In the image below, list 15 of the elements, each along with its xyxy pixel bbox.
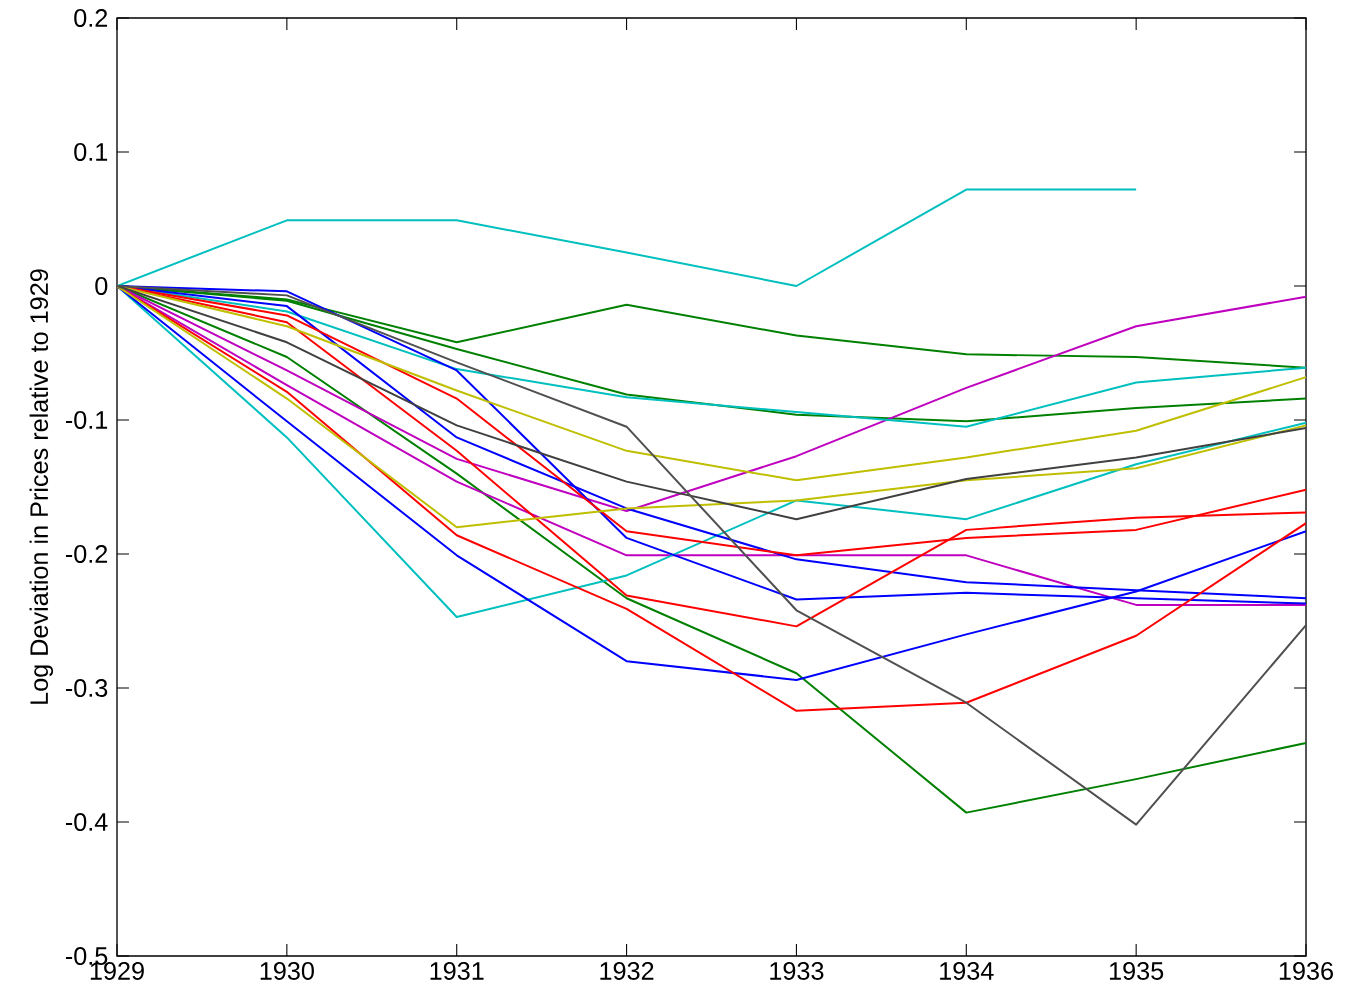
y-tick-label: -0.4	[65, 813, 108, 831]
y-tick-label: 0	[95, 277, 108, 295]
y-axis-title: Log Deviation in Prices relative to 1929	[29, 269, 54, 704]
y-tick-label: -0.3	[65, 679, 108, 697]
y-tick-label: 0.1	[74, 143, 108, 161]
x-tick-label: 1936	[1279, 962, 1333, 980]
x-tick-label: 1935	[1109, 962, 1164, 980]
x-tick-label: 1930	[260, 962, 314, 980]
y-tick-label: -0.1	[65, 411, 108, 429]
x-tick-label: 1931	[430, 962, 484, 980]
y-tick-label: 0.2	[74, 9, 108, 27]
x-tick-label: 1932	[600, 962, 654, 980]
x-tick-label: 1934	[940, 962, 994, 980]
x-tick-label: 1933	[770, 962, 824, 980]
y-tick-label: -0.2	[65, 545, 108, 563]
